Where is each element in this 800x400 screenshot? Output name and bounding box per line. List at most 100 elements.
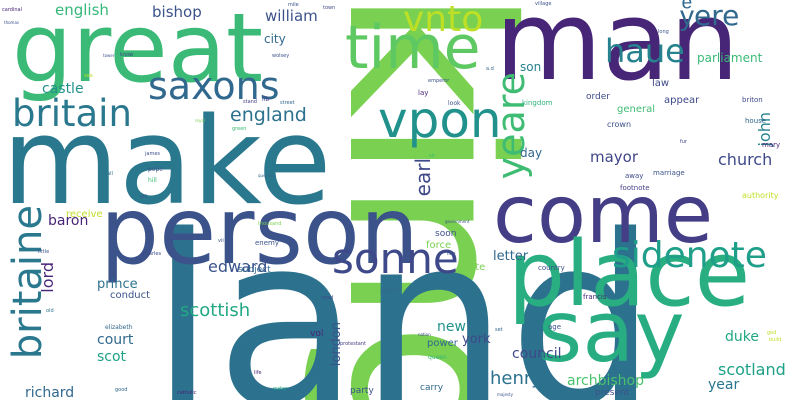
cloud-word: scotland <box>718 360 786 379</box>
cloud-word: land <box>150 186 658 400</box>
cloud-word: scot <box>97 349 127 365</box>
cloud-word: pope <box>148 166 163 173</box>
cloud-word: carry <box>420 383 444 393</box>
cloud-word: yͤere <box>680 0 740 32</box>
cloud-word: royal <box>195 118 205 123</box>
cloud-word: majesty <box>497 392 513 397</box>
cloud-word: nation <box>418 332 431 337</box>
cloud-word: lord <box>38 262 57 293</box>
cloud-word: conduct <box>110 290 151 301</box>
cloud-word: earl <box>411 158 435 197</box>
cloud-word: archbishop <box>567 373 644 389</box>
cloud-word: law <box>652 78 670 89</box>
cloud-word: english <box>55 1 109 19</box>
cloud-word: mayor <box>590 148 639 166</box>
cloud-word: cardinal <box>2 7 22 13</box>
cloud-word: soon <box>435 229 457 239</box>
cloud-word: town <box>323 5 336 11</box>
cloud-word: james <box>145 151 161 157</box>
cloud-word: sidenote <box>612 235 767 276</box>
cloud-word: wall <box>103 171 113 177</box>
cloud-word: briton <box>742 96 763 104</box>
cloud-word: lay <box>418 89 429 97</box>
cloud-word: vii <box>218 238 224 244</box>
cloud-word: scottish <box>180 300 251 321</box>
cloud-word: wolsey <box>272 53 290 59</box>
cloud-word: haue <box>605 32 685 70</box>
cloud-word: old <box>46 308 54 314</box>
cloud-word: francis <box>583 293 607 301</box>
cloud-word: york <box>462 332 491 347</box>
cloud-word: council <box>512 346 562 362</box>
cloud-word: receive <box>66 209 103 220</box>
cloud-word: little <box>38 249 50 255</box>
cloud-word: build <box>769 337 782 343</box>
cloud-word: state <box>460 262 486 273</box>
cloud-word: man <box>495 0 740 105</box>
cloud-word: set <box>495 327 503 333</box>
cloud-word: saxons <box>148 64 280 108</box>
cloud-word: vnto <box>403 0 484 40</box>
cloud-word: charles <box>143 251 162 257</box>
cloud-word: castle <box>42 81 84 97</box>
cloud-word: sea <box>84 73 93 79</box>
cloud-word: general <box>617 104 656 115</box>
cloud-word: hill <box>148 177 157 184</box>
cloud-word: marriage <box>653 169 685 177</box>
cloud-word: power <box>427 338 458 349</box>
cloud-word: vol <box>310 329 324 339</box>
cloud-word: edward <box>208 257 268 276</box>
cloud-word: protestant <box>340 341 366 347</box>
cloud-word: letter <box>493 249 529 264</box>
cloud-word: like <box>447 251 456 257</box>
cloud-word: long <box>658 29 669 35</box>
cloud-word: church <box>718 150 773 169</box>
cloud-word: a.d <box>486 66 494 72</box>
cloud-word: parliament <box>697 51 763 65</box>
cloud-word: look <box>448 100 461 107</box>
cloud-word: make <box>2 93 332 232</box>
cloud-word: good <box>115 387 128 393</box>
cloud-word: government <box>445 219 470 224</box>
cloud-word: say <box>538 283 685 382</box>
cloud-word: duke <box>725 329 759 345</box>
cloud-word: appear <box>664 95 700 106</box>
cloud-word: thousand <box>258 221 282 227</box>
cloud-word: water <box>273 386 288 392</box>
cloud-word: force <box>426 240 452 251</box>
cloud-word: viii <box>140 194 148 200</box>
cloud-word: age <box>548 323 562 331</box>
cloud-word: stand <box>243 99 257 105</box>
cloud-word: mile <box>288 2 299 8</box>
cloud-word: order <box>586 92 610 102</box>
cloud-word: life <box>254 370 262 376</box>
cloud-word: thomas <box>4 20 19 25</box>
cloud-word: time <box>345 13 481 83</box>
cloud-word: mary <box>762 141 781 149</box>
cloud-word: bishop <box>152 3 202 21</box>
cloud-word: subject <box>238 265 271 275</box>
cloud-word: person <box>100 177 419 285</box>
cloud-word: god <box>767 330 777 336</box>
cloud-word: crown <box>607 120 632 129</box>
cloud-word: baron <box>48 213 89 229</box>
cloud-word: away <box>625 172 644 180</box>
cloud-word: elizabeth <box>105 324 133 331</box>
cloud-word: vpon <box>378 91 502 149</box>
cloud-word: tower <box>103 53 115 58</box>
cloud-word: kingdom <box>522 99 553 107</box>
cloud-word: present <box>595 388 630 398</box>
cloud-word: enemy <box>255 239 280 247</box>
cloud-word: place <box>508 222 751 327</box>
cloud-word: emperor <box>428 78 450 84</box>
cloud-word: lib <box>262 96 270 103</box>
cloud-word: court <box>97 332 134 348</box>
cloud-word: catholic <box>177 390 197 396</box>
cloud-word: know <box>120 52 134 58</box>
cloud-word: great <box>12 0 264 104</box>
cloud-word: village <box>535 1 552 7</box>
cloud-word: question <box>258 173 276 178</box>
cloud-word: queen <box>428 354 447 361</box>
cloud-word: road <box>322 295 334 301</box>
